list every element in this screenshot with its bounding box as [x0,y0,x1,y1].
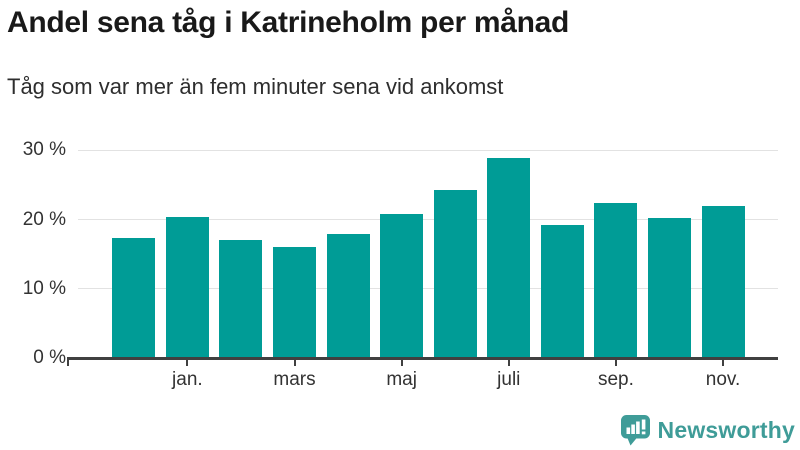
bar-mars [273,247,316,357]
chart-title: Andel sena tåg i Katrineholm per månad [7,6,570,39]
x-axis-start-tick [67,359,69,366]
y-axis-label-30: 30 % [22,139,66,161]
brand-footer: Newsworthy [620,412,795,448]
bar-apr. [326,233,370,357]
newsworthy-logo-icon [620,414,650,445]
y-axis-label-10: 10 % [22,277,66,299]
x-axis-label-maj: maj [386,369,417,390]
gridline-20 [78,219,778,221]
x-axis-label-mars: mars [273,369,316,390]
gridline-10 [78,288,778,290]
bar-feb. [219,240,263,357]
y-axis-label-20: 20 % [22,208,66,230]
bar-maj [380,213,424,357]
gridline-30 [78,149,778,151]
x-axis-label-jan.: jan. [172,369,203,390]
x-axis-label-nov.: nov. [705,369,741,390]
bar-okt. [648,217,691,357]
x-axis-tick-jan. [186,359,189,366]
x-axis-label-juli: juli [497,369,521,390]
bar-nov. [701,205,745,357]
bar-juli [487,157,531,357]
x-axis-tick-nov. [722,359,725,366]
bar-aug. [540,224,584,357]
bar-juni [433,190,477,357]
x-axis-tick-sep. [614,359,617,366]
y-axis-label-0: 0 % [33,347,66,368]
x-axis-tick-mars [293,359,296,366]
bar-sep. [594,202,638,357]
x-axis-tick-juli [507,359,510,366]
x-axis-line [67,357,778,360]
x-axis-tick-maj [400,359,403,366]
brand-name: Newsworthy [657,416,795,443]
chart-subtitle: Tåg som var mer än fem minuter sena vid … [7,74,504,99]
bar-jan. [165,216,209,357]
bar-dec. [112,238,156,357]
x-axis-label-sep.: sep. [597,369,634,390]
